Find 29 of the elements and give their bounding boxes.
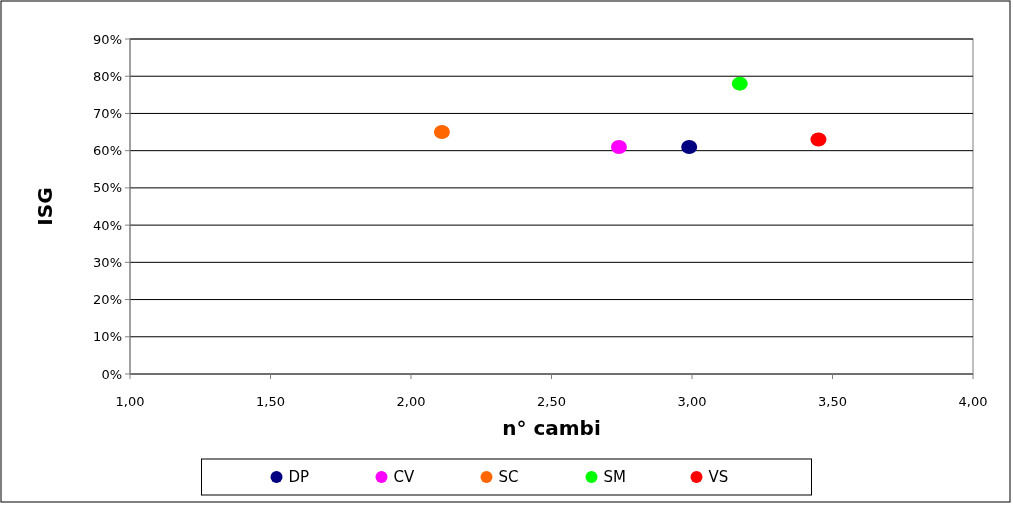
legend-label: SC: [498, 468, 519, 487]
y-tick-label: 50%: [93, 180, 122, 196]
y-tick-label: 10%: [93, 329, 122, 345]
point: [731, 76, 748, 91]
x-tick-label: 3,00: [677, 394, 707, 409]
y-tick-label: 20%: [93, 292, 122, 308]
point: [433, 125, 450, 140]
x-tick-label: 2,50: [537, 394, 566, 409]
legend-label: SM: [603, 468, 626, 487]
x-axis-title: n° cambi: [502, 416, 601, 440]
legend-label: DP: [288, 468, 310, 487]
point: [610, 139, 627, 154]
y-tick-label: 90%: [93, 31, 122, 47]
y-tick-label: 0%: [101, 366, 122, 382]
x-tick-label: 3,50: [818, 394, 847, 409]
x-tick-label: 2,00: [396, 394, 426, 409]
x-tick-label: 4,00: [958, 394, 988, 409]
x-tick-label: 1,50: [256, 394, 285, 409]
x-tick-label: 1,00: [115, 394, 145, 409]
y-tick-label: 30%: [93, 254, 122, 270]
legend-label: VS: [708, 468, 729, 487]
y-axis-title: ISG: [33, 187, 57, 226]
y-tick-label: 40%: [93, 217, 122, 233]
y-tick-label: 80%: [93, 68, 122, 84]
y-tick-label: 60%: [93, 143, 122, 159]
point: [810, 132, 827, 147]
y-tick-label: 70%: [93, 105, 122, 121]
legend-label: CV: [393, 468, 415, 487]
point: [681, 139, 698, 154]
